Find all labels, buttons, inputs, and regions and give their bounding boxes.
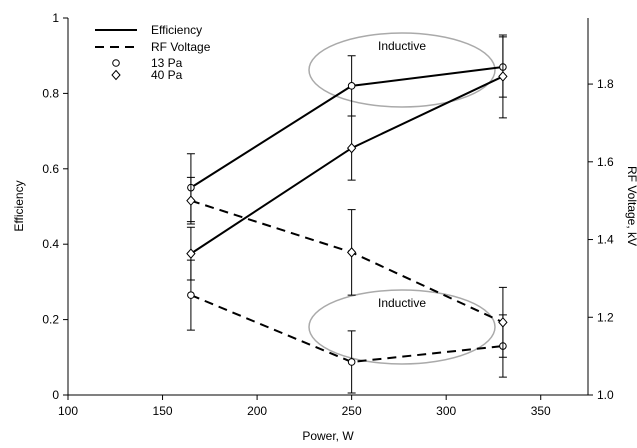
y2-tick-label: 1.4 bbox=[597, 233, 614, 247]
y-tick-label: 0.8 bbox=[42, 86, 59, 100]
data-point bbox=[498, 317, 508, 328]
data-point bbox=[498, 71, 508, 82]
y2-axis-label: RF Voltage, kV bbox=[625, 166, 637, 246]
x-axis-label: Power, W bbox=[302, 429, 354, 443]
series-line bbox=[190, 66, 504, 189]
legend-label: 40 Pa bbox=[151, 68, 183, 82]
y-tick-label: 1 bbox=[52, 11, 59, 25]
legend-marker bbox=[112, 59, 120, 67]
data-point bbox=[346, 142, 357, 154]
x-tick-label: 350 bbox=[531, 404, 551, 418]
y-tick-label: 0 bbox=[52, 388, 59, 402]
y2-tick-label: 1.0 bbox=[597, 388, 614, 402]
y2-tick-label: 1.8 bbox=[597, 77, 614, 91]
annotation-ellipse bbox=[308, 32, 496, 108]
y-tick-label: 0.2 bbox=[42, 313, 59, 327]
legend-label: RF Voltage bbox=[151, 40, 211, 54]
annotation-text: Inductive bbox=[378, 39, 426, 53]
series-line bbox=[190, 75, 504, 255]
x-tick-label: 300 bbox=[436, 404, 456, 418]
x-tick-label: 200 bbox=[247, 404, 267, 418]
data-point bbox=[187, 291, 195, 299]
series-line bbox=[190, 294, 504, 363]
data-point bbox=[186, 195, 196, 206]
y-tick-label: 0.6 bbox=[42, 162, 59, 176]
x-tick-label: 250 bbox=[342, 404, 362, 418]
y-tick-label: 0.4 bbox=[42, 237, 59, 251]
legend-marker bbox=[111, 69, 121, 81]
x-tick-label: 150 bbox=[153, 404, 173, 418]
y2-tick-label: 1.2 bbox=[597, 310, 614, 324]
annotation-ellipse bbox=[308, 289, 496, 365]
data-point bbox=[346, 247, 357, 258]
data-point bbox=[186, 248, 196, 259]
annotation-text: Inductive bbox=[378, 296, 426, 310]
data-point bbox=[347, 82, 356, 90]
series-line bbox=[190, 199, 504, 324]
legend-label: 13 Pa bbox=[151, 56, 183, 70]
x-tick-label: 100 bbox=[58, 404, 78, 418]
y-axis-label: Efficiency bbox=[12, 180, 26, 231]
legend-label: Efficiency bbox=[151, 23, 202, 37]
data-point bbox=[347, 358, 356, 366]
y2-tick-label: 1.6 bbox=[597, 155, 614, 169]
